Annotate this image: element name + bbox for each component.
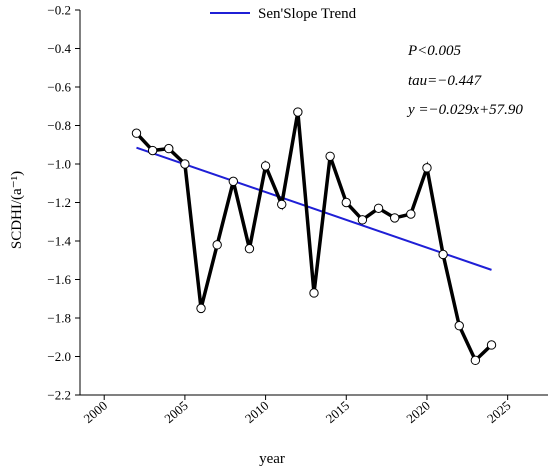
y-tick-label: −1.4: [47, 234, 71, 249]
x-tick-label: 2010: [242, 398, 272, 426]
data-point: [244, 244, 255, 254]
data-point: [325, 151, 335, 162]
y-tick-label: −0.2: [47, 3, 71, 18]
data-point: [228, 176, 239, 187]
y-tick-label: −0.6: [47, 80, 71, 95]
data-line: [135, 111, 493, 364]
data-point: [277, 199, 287, 210]
legend-label: Sen'Slope Trend: [258, 6, 357, 22]
x-tick-label: 2005: [161, 398, 191, 426]
data-point: [147, 145, 158, 156]
data-point: [164, 143, 174, 154]
x-tick-label: 2020: [403, 398, 433, 426]
x-tick-label: 2015: [323, 398, 353, 426]
y-tick-label: −0.4: [47, 41, 71, 56]
legend: Sen'Slope Trend: [210, 6, 357, 22]
x-axis-title: year: [259, 451, 285, 467]
data-point: [131, 128, 142, 138]
data-point: [212, 240, 222, 250]
data-point: [438, 249, 448, 260]
x-axis-ticks: 2000 2005 2010 2015 2020 2025: [81, 395, 514, 426]
y-axis-title: SCDHI/(a⁻¹): [9, 171, 25, 249]
data-point: [389, 213, 400, 223]
y-tick-label: −1.0: [47, 157, 71, 172]
trend-line-group: [136, 146, 492, 271]
data-point: [406, 209, 416, 219]
data-series-group: [131, 107, 497, 366]
y-tick-label: −0.8: [47, 118, 71, 133]
axes: [79, 10, 548, 396]
annotation-p-value: P<0.005: [407, 43, 462, 59]
data-point: [357, 215, 368, 225]
y-tick-label: −1.8: [47, 311, 71, 326]
annotation-tau: tau=−0.447: [408, 73, 483, 89]
y-tick-label: −1.2: [47, 195, 71, 210]
annotation-equation: y =−0.029x+57.90: [406, 102, 523, 118]
y-tick-label: −2.0: [47, 349, 71, 364]
data-point: [341, 197, 351, 208]
data-point: [260, 161, 271, 171]
data-point: [196, 303, 206, 314]
x-tick-label: 2000: [81, 398, 111, 426]
data-point: [470, 355, 481, 366]
y-tick-label: −2.2: [47, 388, 71, 403]
x-tick-label: 2025: [484, 398, 514, 426]
y-axis-ticks: −2.2 −2.0 −1.8 −1.6 −1.4 −1.2 −1.0 −0.8 −0.6 −0.4…: [47, 3, 80, 403]
data-point: [309, 288, 319, 298]
data-point: [454, 321, 464, 331]
data-point: [293, 107, 303, 117]
data-point: [486, 340, 497, 350]
y-tick-label: −1.6: [47, 272, 71, 287]
data-point: [180, 159, 190, 169]
data-point: [422, 163, 432, 173]
annotations: P<0.005 tau=−0.447 y =−0.029x+57.90: [406, 43, 523, 118]
data-point: [373, 203, 384, 213]
trend-line: [136, 146, 492, 271]
